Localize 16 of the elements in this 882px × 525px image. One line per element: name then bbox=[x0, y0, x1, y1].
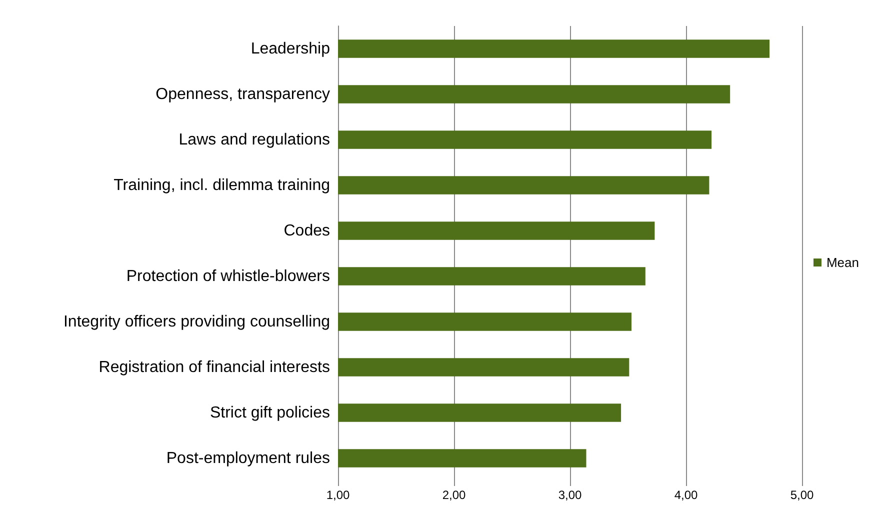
x-tick-label: 4,00 bbox=[674, 488, 698, 502]
y-tick-label: Integrity officers providing counselling bbox=[63, 313, 330, 330]
y-tick-label: Strict gift policies bbox=[210, 404, 330, 422]
y-tick-label: Codes bbox=[284, 222, 330, 240]
y-tick-label: Post-employment rules bbox=[166, 450, 330, 467]
y-tick-label: Openness, transparency bbox=[156, 86, 330, 103]
legend-label: Mean bbox=[826, 255, 860, 270]
x-tick-label: 2,00 bbox=[442, 488, 466, 502]
x-tick-label: 5,00 bbox=[790, 488, 814, 502]
y-tick-label: Protection of whistle-blowers bbox=[126, 268, 330, 285]
y-tick-label: Registration of financial interests bbox=[98, 358, 330, 376]
y-tick-label: Laws and regulations bbox=[178, 131, 330, 148]
x-tick-label: 3,00 bbox=[558, 488, 582, 502]
y-tick-label: Training, incl. dilemma training bbox=[114, 176, 330, 194]
x-tick-label: 1,00 bbox=[326, 488, 350, 502]
y-tick-label: Leadership bbox=[250, 40, 330, 58]
